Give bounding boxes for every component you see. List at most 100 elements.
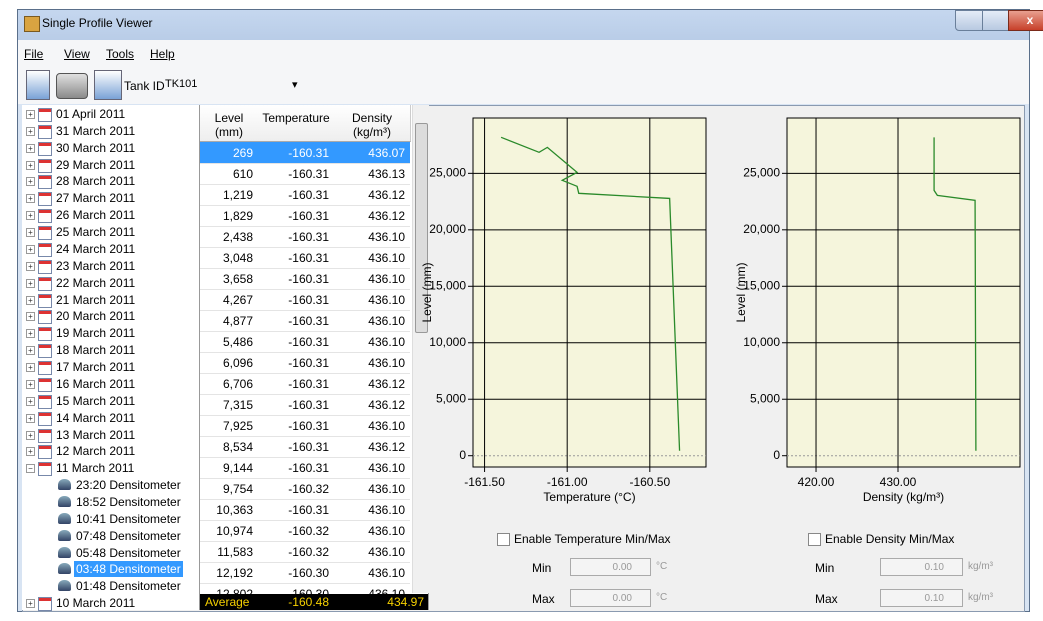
expander[interactable]: + [26, 160, 35, 170]
tree-item[interactable]: 16 March 2011 [56, 376, 136, 391]
table-row[interactable]: 1,219 -160.31 436.12 [200, 184, 410, 206]
tree-child[interactable]: 10:41 Densitometer [76, 511, 181, 526]
expander[interactable]: + [26, 363, 35, 373]
expander[interactable]: + [26, 396, 35, 406]
expander[interactable]: + [26, 143, 35, 153]
expander[interactable]: + [26, 413, 35, 423]
min-input[interactable]: 0.10 [880, 558, 963, 576]
table-row[interactable]: 9,144 -160.31 436.10 [200, 457, 410, 479]
tree-item[interactable]: 23 March 2011 [56, 258, 136, 273]
expander[interactable]: + [26, 261, 35, 271]
expander[interactable]: + [26, 177, 35, 187]
expander[interactable]: + [26, 312, 35, 322]
tree-item[interactable]: 13 March 2011 [56, 427, 136, 442]
tree-item[interactable]: 15 March 2011 [56, 393, 136, 408]
table-row[interactable]: 1,829 -160.31 436.12 [200, 205, 410, 227]
densitometer-icon [58, 529, 71, 541]
tree-item[interactable]: 31 March 2011 [56, 123, 136, 138]
checkbox[interactable] [497, 533, 510, 546]
print-button[interactable] [56, 73, 88, 99]
expander[interactable]: + [26, 329, 35, 339]
tree-item[interactable]: 24 March 2011 [56, 241, 136, 256]
table-row[interactable]: 6,706 -160.31 436.12 [200, 373, 410, 395]
table-row[interactable]: 269 -160.31 436.07 [200, 142, 410, 164]
max-input[interactable]: 0.10 [880, 589, 963, 607]
table-row[interactable]: 5,486 -160.31 436.10 [200, 331, 410, 353]
table-row[interactable]: 10,974 -160.32 436.10 [200, 520, 410, 542]
tree-item[interactable]: 26 March 2011 [56, 208, 136, 223]
scrollbar[interactable] [412, 105, 429, 593]
checkbox[interactable] [808, 533, 821, 546]
tree-item[interactable]: 17 March 2011 [56, 360, 136, 375]
tree-child[interactable]: 05:48 Densitometer [76, 545, 181, 560]
table-row[interactable]: 610 -160.31 436.13 [200, 163, 410, 185]
table-row[interactable]: 7,315 -160.31 436.12 [200, 394, 410, 416]
menu-item[interactable]: Help [150, 47, 175, 61]
tree-child[interactable]: 18:52 Densitometer [76, 495, 181, 509]
tree-item[interactable]: 28 March 2011 [56, 174, 136, 189]
tank-id-label: Tank ID [124, 79, 165, 93]
expander[interactable]: + [26, 228, 35, 238]
table-cell: -160.31 [288, 272, 329, 286]
max-input[interactable]: 0.00 [570, 589, 651, 607]
tank-id-select[interactable]: TK101 ▾ [165, 78, 305, 95]
expander[interactable]: + [26, 346, 35, 356]
x-tick-label: 420.00 [798, 475, 835, 489]
expander[interactable]: + [26, 278, 35, 288]
table-row[interactable]: 11,583 -160.32 436.10 [200, 541, 410, 563]
expander[interactable]: + [26, 211, 35, 221]
tree-item[interactable]: 18 March 2011 [56, 343, 136, 358]
table-row[interactable]: 12,192 -160.30 436.10 [200, 562, 410, 584]
expander[interactable]: − [26, 464, 35, 474]
tree-item[interactable]: 21 March 2011 [56, 292, 136, 307]
expander[interactable]: + [26, 430, 35, 440]
close-button[interactable]: x [1008, 10, 1043, 31]
expander[interactable]: + [26, 194, 35, 204]
tree-child[interactable]: 01:48 Densitometer [76, 579, 181, 594]
table-row[interactable]: 2,438 -160.31 436.10 [200, 226, 410, 248]
table-row[interactable]: 4,267 -160.31 436.10 [200, 289, 410, 311]
filter-button[interactable] [26, 70, 50, 100]
expander[interactable]: + [26, 126, 35, 136]
min-input[interactable]: 0.00 [570, 558, 651, 576]
expander[interactable]: + [26, 379, 35, 389]
profile-line [933, 137, 977, 451]
tree-item[interactable]: 14 March 2011 [56, 410, 136, 425]
expander[interactable]: + [26, 447, 35, 457]
tree-item[interactable]: 01 April 2011 [56, 107, 126, 121]
tree-item[interactable]: 27 March 2011 [56, 191, 136, 206]
table-row[interactable]: 7,925 -160.31 436.10 [200, 415, 410, 437]
tree-child[interactable]: 07:48 Densitometer [76, 528, 181, 543]
menu-item[interactable]: View [64, 47, 90, 61]
table-cell: 436.10 [368, 314, 405, 328]
tree-item[interactable]: 22 March 2011 [56, 275, 136, 290]
table-row[interactable]: 4,877 -160.31 436.10 [200, 310, 410, 332]
table-row[interactable]: 9,754 -160.32 436.10 [200, 478, 410, 500]
densitometer-icon [58, 563, 71, 575]
menu-item[interactable]: File [24, 47, 44, 61]
tree-item[interactable]: 29 March 2011 [56, 157, 136, 172]
menu-item[interactable]: Tools [106, 47, 135, 61]
tree-item[interactable]: 25 March 2011 [56, 225, 136, 240]
table-row[interactable]: 6,096 -160.31 436.10 [200, 352, 410, 374]
tree-item[interactable]: 11 March 2011 [56, 461, 135, 476]
expander[interactable]: + [26, 295, 35, 305]
calendar-icon [38, 361, 52, 376]
scroll-thumb[interactable] [415, 123, 428, 333]
expander[interactable]: + [26, 244, 35, 254]
expander[interactable]: + [26, 110, 35, 119]
tree-item[interactable]: 30 March 2011 [56, 140, 136, 155]
expander[interactable]: + [26, 599, 35, 609]
table-row[interactable]: 10,363 -160.31 436.10 [200, 499, 410, 521]
tree-item[interactable]: 20 March 2011 [56, 309, 136, 324]
y-tick-label: 20,000 [743, 222, 780, 236]
tree-item[interactable]: 19 March 2011 [56, 326, 136, 341]
tree-child[interactable]: 03:48 Densitometer [74, 561, 183, 578]
tree-child[interactable]: 23:20 Densitometer [76, 478, 181, 493]
tree-item[interactable]: 10 March 2011 [56, 596, 136, 611]
table-row[interactable]: 3,048 -160.31 436.10 [200, 247, 410, 269]
table-row[interactable]: 3,658 -160.31 436.10 [200, 268, 410, 290]
tree-item[interactable]: 12 March 2011 [56, 444, 136, 459]
table-row[interactable]: 8,534 -160.31 436.12 [200, 436, 410, 458]
preview-button[interactable] [94, 70, 122, 100]
